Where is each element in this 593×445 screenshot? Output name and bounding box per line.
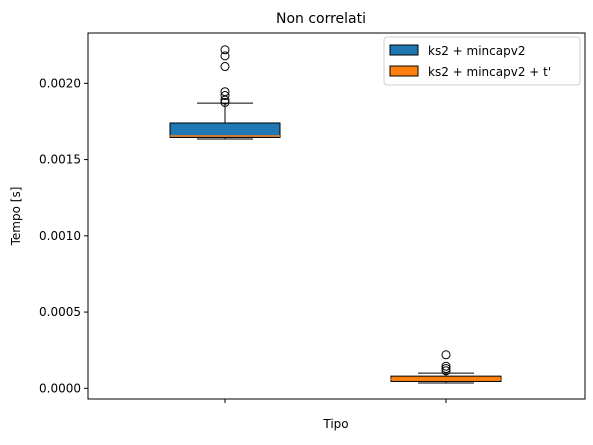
legend-swatch bbox=[389, 44, 419, 56]
legend-label: ks2 + mincapv2 + t' bbox=[428, 65, 551, 79]
y-tick-label: 0.0005 bbox=[39, 305, 81, 319]
y-tick-label: 0.0010 bbox=[39, 229, 81, 243]
y-tick-label: 0.0015 bbox=[39, 153, 81, 167]
chart-title: Non correlati bbox=[276, 11, 366, 27]
plot-frame bbox=[87, 32, 586, 400]
outlier-point bbox=[441, 350, 451, 360]
y-tick-label: 0.0020 bbox=[39, 76, 81, 90]
outlier-point bbox=[441, 364, 451, 373]
y-axis-label: Tempo [s] bbox=[9, 187, 23, 247]
legend-swatch bbox=[389, 65, 419, 77]
plot-area: 0.0000 0.0005 0.0010 0.0015 0.0020 ks2 + minc… bbox=[39, 32, 586, 403]
legend-frame bbox=[383, 36, 581, 86]
legend-label: ks2 + mincapv2 bbox=[428, 44, 525, 58]
outlier-point bbox=[220, 45, 230, 55]
outlier-point bbox=[220, 62, 230, 72]
outlier-point bbox=[441, 366, 451, 376]
outlier-point bbox=[220, 51, 230, 61]
x-axis-label: Tipo bbox=[322, 417, 348, 431]
outlier-point bbox=[441, 361, 451, 371]
outlier-point bbox=[220, 91, 230, 101]
y-tick-label: 0.0000 bbox=[39, 381, 81, 395]
outlier-point bbox=[220, 87, 230, 97]
outlier-point bbox=[220, 97, 230, 107]
box-1 bbox=[169, 122, 281, 138]
